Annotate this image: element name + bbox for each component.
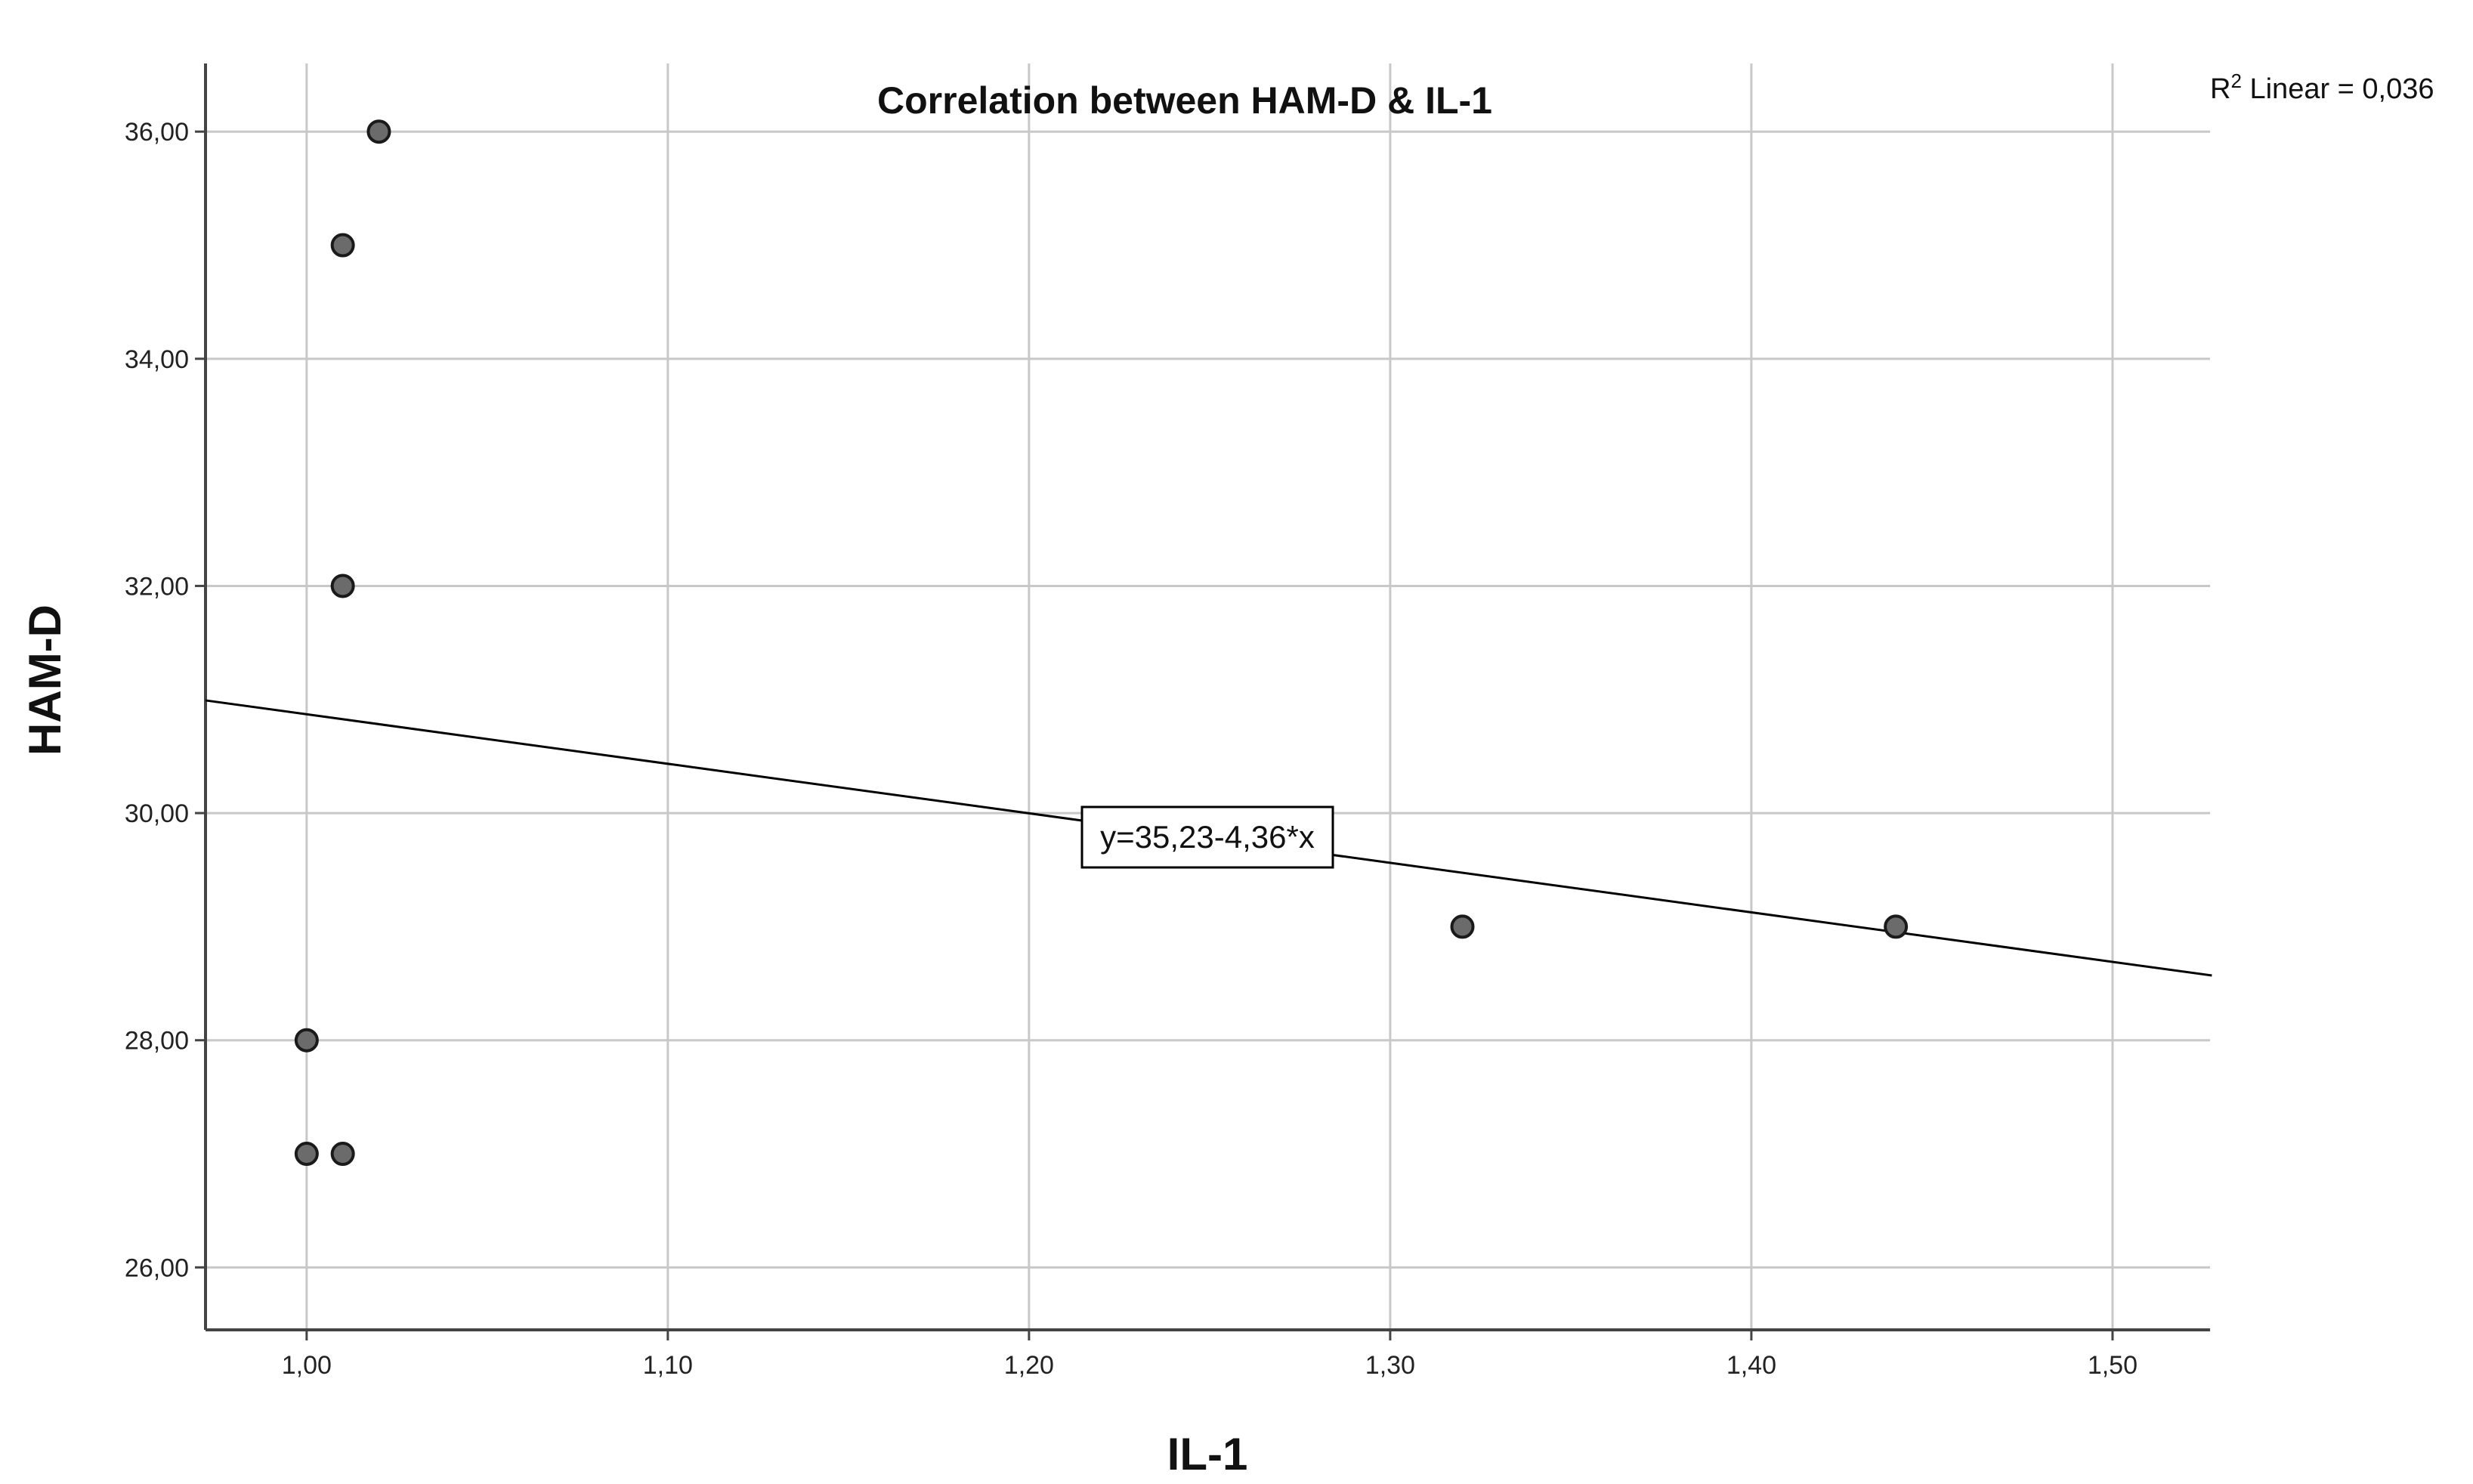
- y-tick-label-5: 36,00: [125, 118, 189, 147]
- data-point-4: [294, 1142, 319, 1167]
- equation-label: y=35,23-4,36*x: [1100, 819, 1315, 855]
- equation-box-frame: [1080, 805, 1334, 869]
- r2-superscript: 2: [2230, 70, 2241, 92]
- equation-box: y=35,23-4,36*x: [1080, 805, 1334, 869]
- r2-label: R2 Linear = 0,036: [2210, 70, 2434, 105]
- grid-lines: [206, 63, 2210, 1330]
- x-tick-label-5: 1,50: [2088, 1351, 2138, 1380]
- chart-title: Correlation between HAM-D & IL-1: [877, 79, 1492, 122]
- x-tick-label-3: 1,30: [1365, 1351, 1415, 1380]
- data-points: [294, 119, 1909, 1167]
- y-tick-label-0: 26,00: [125, 1254, 189, 1282]
- y-tick-label-3: 32,00: [125, 572, 189, 601]
- data-point-1: [330, 233, 355, 258]
- x-tick-label-4: 1,40: [1726, 1351, 1776, 1380]
- data-point-5: [330, 1142, 355, 1167]
- x-tick-label-2: 1,20: [1004, 1351, 1054, 1380]
- x-axis-title: IL-1: [1167, 1429, 1248, 1479]
- x-tick-label-0: 1,00: [282, 1351, 332, 1380]
- data-point-2: [330, 574, 355, 598]
- tick-labels: 1,00 1,10 1,20 1,30 1,40 1,50 26,00 28,00 30,00 3…: [125, 118, 2138, 1380]
- data-point-7: [1884, 914, 1909, 939]
- y-tick-label-1: 28,00: [125, 1027, 189, 1056]
- r2-prefix: R: [2210, 73, 2230, 105]
- data-point-0: [366, 119, 391, 144]
- axes: [195, 63, 2210, 1340]
- y-axis-title: HAM-D: [20, 604, 70, 756]
- data-point-6: [1450, 914, 1475, 939]
- y-tick-label-4: 34,00: [125, 345, 189, 374]
- x-tick-label-1: 1,10: [643, 1351, 693, 1380]
- y-tick-label-2: 30,00: [125, 799, 189, 828]
- r2-value: Linear = 0,036: [2242, 73, 2434, 105]
- data-point-3: [294, 1028, 319, 1053]
